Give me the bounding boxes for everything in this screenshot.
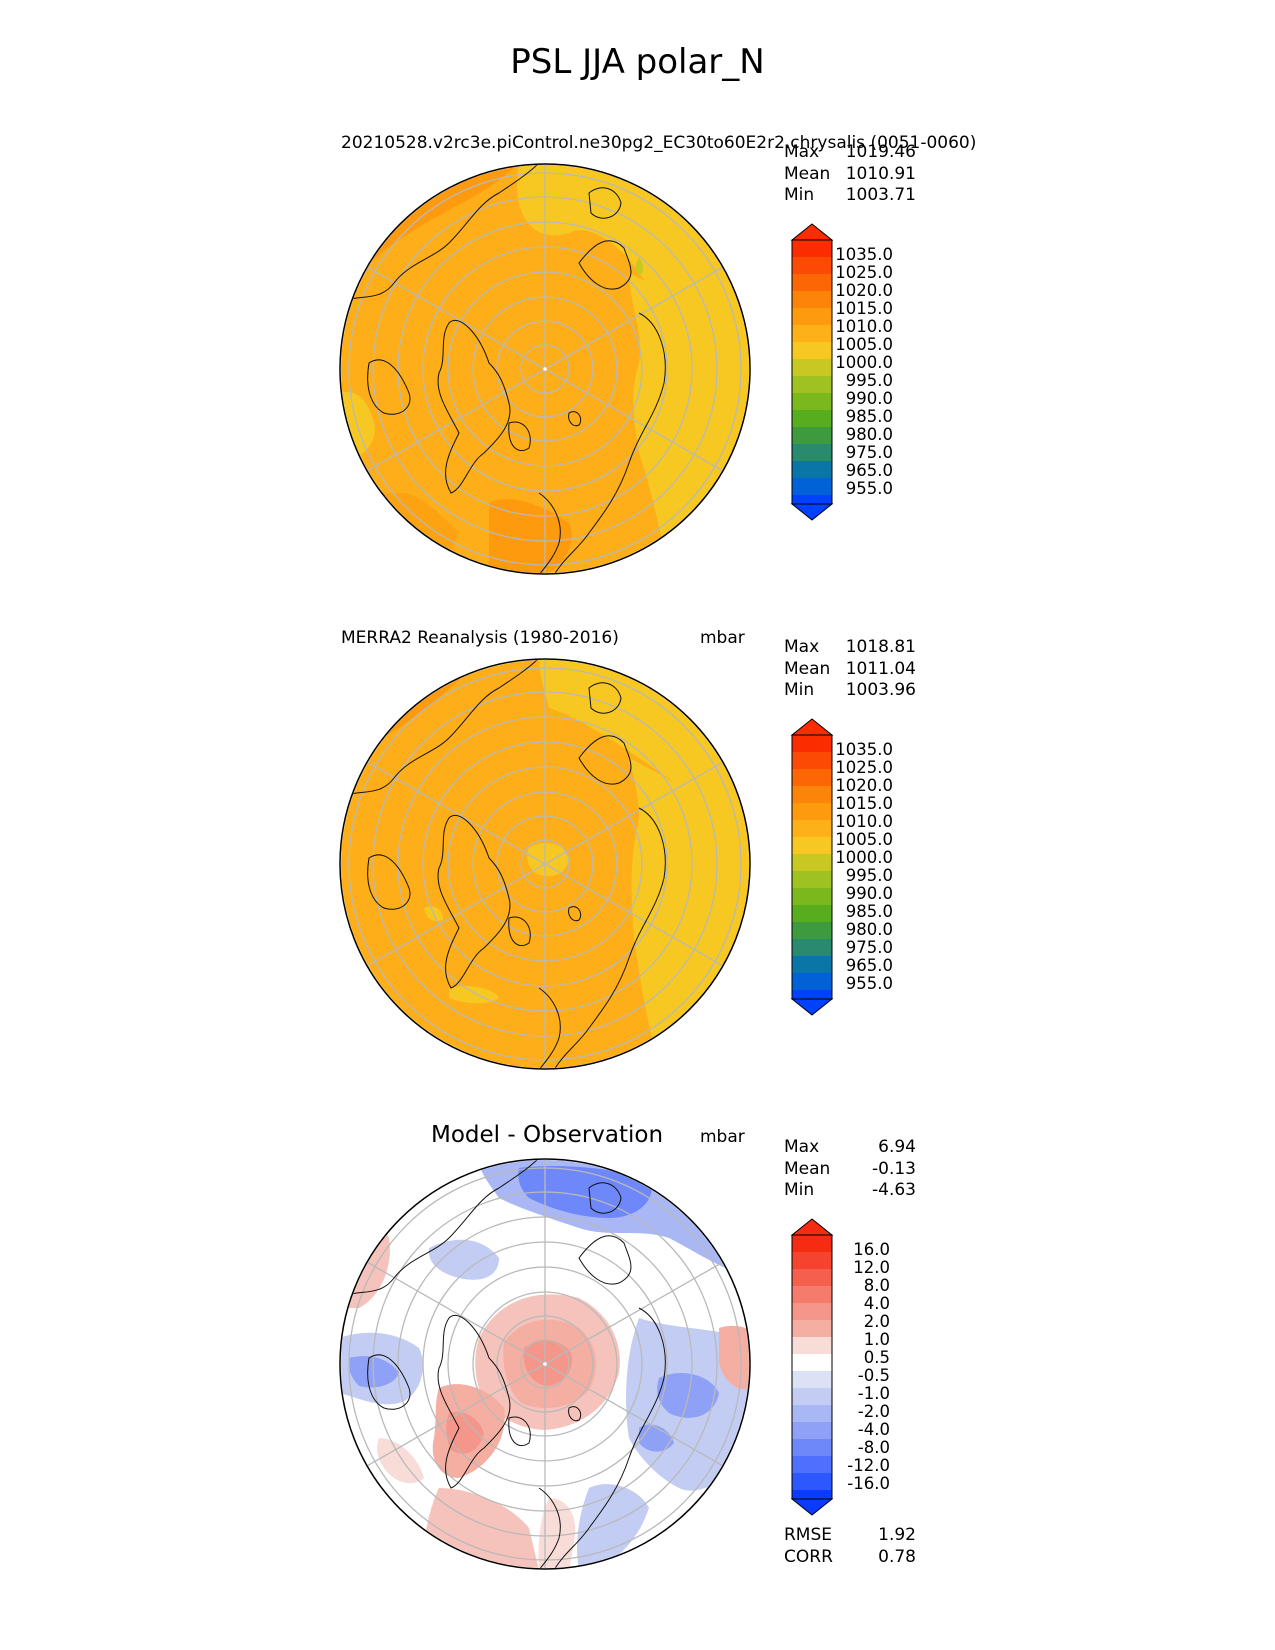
colorbar-tick-label: 985.0 <box>845 407 893 426</box>
colorbar-tick-label: 1000.0 <box>835 848 893 867</box>
colorbar-tick-label: 985.0 <box>845 902 893 921</box>
colorbar-tick-label: 1005.0 <box>835 335 893 354</box>
panel-reference-title: MERRA2 Reanalysis (1980-2016) <box>341 628 619 648</box>
coastlines-test <box>341 165 666 573</box>
colorbar-tick-label: -4.0 <box>857 1420 890 1439</box>
figure-title: PSL JJA polar_N <box>510 42 765 82</box>
colorbar-tick-label: 955.0 <box>845 479 893 498</box>
colorbar-swatches <box>790 1218 834 1516</box>
colorbar-tick-label: -8.0 <box>857 1438 890 1457</box>
panel-difference-polar-map <box>339 1158 751 1570</box>
panel-test-stats: Max 1019.46 Mean 1010.91 Min 1003.71 <box>784 142 916 207</box>
colorbar-tick-label: 1025.0 <box>835 263 893 282</box>
colorbar-tick-label: -2.0 <box>857 1402 890 1421</box>
stat-max: Max 1018.81 <box>784 637 916 657</box>
panel-reference-colorbar <box>790 718 834 1016</box>
colorbar-tick-label: 990.0 <box>845 389 893 408</box>
stat-min: Min 1003.71 <box>784 185 916 205</box>
panel-difference-stats: Max 6.94 Mean -0.13 Min -4.63 <box>784 1137 916 1202</box>
colorbar-tick-label: 1035.0 <box>835 245 893 264</box>
colorbar-tick-label: 995.0 <box>845 866 893 885</box>
stat-min: Min 1003.96 <box>784 680 916 700</box>
colorbar-tick-label: 975.0 <box>845 938 893 957</box>
colorbar-tick-label: 1010.0 <box>835 317 893 336</box>
stat-max: Max 6.94 <box>784 1137 916 1157</box>
colorbar-tick-label: 12.0 <box>853 1258 890 1277</box>
colorbar-tick-label: 955.0 <box>845 974 893 993</box>
panel-test-colorbar <box>790 223 834 521</box>
colorbar-tick-label: 980.0 <box>845 920 893 939</box>
stat-min: Min -4.63 <box>784 1180 916 1200</box>
metric-corr: CORR 0.78 <box>784 1546 916 1567</box>
colorbar-tick-label: -0.5 <box>857 1366 890 1385</box>
colorbar-swatches <box>790 718 834 1016</box>
colorbar-tick-label: 995.0 <box>845 371 893 390</box>
colorbar-tick-label: 16.0 <box>853 1240 890 1259</box>
coastlines-difference <box>341 1160 666 1568</box>
graticule-difference <box>341 1160 749 1568</box>
colorbar-tick-label: 1025.0 <box>835 758 893 777</box>
colorbar-tick-label: 1020.0 <box>835 281 893 300</box>
panel-test-polar-map <box>339 163 751 575</box>
panel-difference-units: mbar <box>700 1127 745 1147</box>
panel-reference-stats: Max 1018.81 Mean 1011.04 Min 1003.96 <box>784 637 916 702</box>
colorbar-tick-label: 1010.0 <box>835 812 893 831</box>
panel-difference-metrics: RMSE 1.92 CORR 0.78 <box>784 1525 916 1568</box>
colorbar-tick-label: 1005.0 <box>835 830 893 849</box>
colorbar-tick-label: -1.0 <box>857 1384 890 1403</box>
colorbar-tick-label: 980.0 <box>845 425 893 444</box>
colorbar-tick-label: 975.0 <box>845 443 893 462</box>
stat-mean: Mean 1010.91 <box>784 163 916 184</box>
colorbar-tick-label: 4.0 <box>863 1294 890 1313</box>
panel-reference-polar-map <box>339 658 751 1070</box>
colorbar-tick-label: -16.0 <box>847 1474 890 1493</box>
colorbar-tick-label: 990.0 <box>845 884 893 903</box>
colorbar-tick-label: 1020.0 <box>835 776 893 795</box>
colorbar-tick-label: 1.0 <box>863 1330 890 1349</box>
coastlines-reference <box>341 660 666 1068</box>
stat-max: Max 1019.46 <box>784 142 916 162</box>
colorbar-tick-label: 8.0 <box>863 1276 890 1295</box>
colorbar-tick-label: 1015.0 <box>835 299 893 318</box>
panel-difference-colorbar <box>790 1218 834 1516</box>
colorbar-tick-label: 2.0 <box>863 1312 890 1331</box>
graticule-reference <box>341 660 749 1068</box>
colorbar-tick-label: -12.0 <box>847 1456 890 1475</box>
colorbar-tick-label: 1015.0 <box>835 794 893 813</box>
graticule-test <box>341 165 749 573</box>
colorbar-tick-label: 1000.0 <box>835 353 893 372</box>
colorbar-swatches <box>790 223 834 521</box>
colorbar-tick-label: 1035.0 <box>835 740 893 759</box>
stat-mean: Mean 1011.04 <box>784 658 916 679</box>
panel-difference-title: Model - Observation <box>431 1122 664 1148</box>
panel-reference-units: mbar <box>700 628 745 648</box>
metric-rmse: RMSE 1.92 <box>784 1525 916 1545</box>
colorbar-tick-label: 0.5 <box>863 1348 890 1367</box>
colorbar-tick-label: 965.0 <box>845 461 893 480</box>
stat-mean: Mean -0.13 <box>784 1158 916 1179</box>
colorbar-tick-label: 965.0 <box>845 956 893 975</box>
panel-test-title: 20210528.v2rc3e.piControl.ne30pg2_EC30to… <box>341 133 977 153</box>
